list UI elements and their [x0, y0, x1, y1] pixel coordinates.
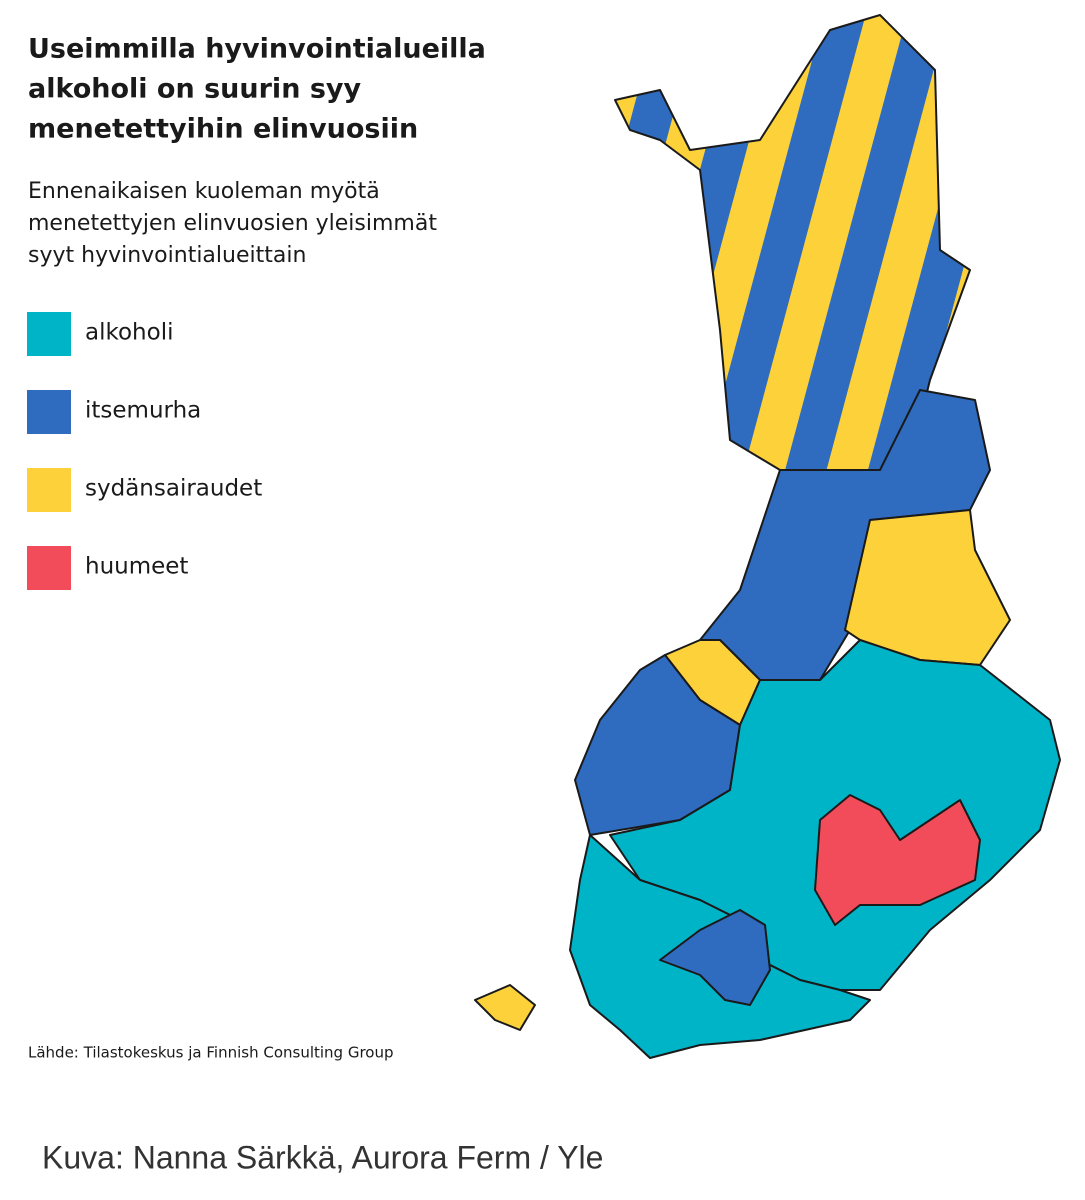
region — [814, 794, 981, 926]
title-line: menetettyihin elinvuosiin — [28, 114, 418, 145]
legend-swatch — [27, 312, 71, 356]
legend-label: huumeet — [85, 554, 188, 580]
subtitle-line: Ennenaikaisen kuoleman myötä — [28, 179, 380, 204]
subtitle-line: menetettyjen elinvuosien yleisimmät — [28, 211, 437, 236]
legend-label: sydänsairaudet — [85, 476, 262, 502]
region — [614, 14, 971, 471]
legend-label: alkoholi — [85, 320, 174, 346]
region — [659, 909, 771, 1006]
subtitle-line: syyt hyvinvointialueittain — [28, 243, 306, 268]
credit: Kuva: Nanna Särkkä, Aurora Ferm / Yle — [42, 1139, 603, 1175]
legend-swatch — [27, 468, 71, 512]
legend-swatch — [27, 546, 71, 590]
title-line: Useimmilla hyvinvointialueilla — [28, 34, 486, 65]
legend: alkoholi itsemurha sydänsairaudet huumeet — [27, 312, 262, 590]
legend-label: itsemurha — [85, 398, 201, 424]
map — [474, 14, 1061, 1059]
source: Lähde: Tilastokeskus ja Finnish Consulti… — [28, 1044, 394, 1062]
region — [474, 984, 536, 1031]
title-line: alkoholi on suurin syy — [28, 74, 361, 105]
legend-swatch — [27, 390, 71, 434]
region — [844, 509, 1011, 666]
